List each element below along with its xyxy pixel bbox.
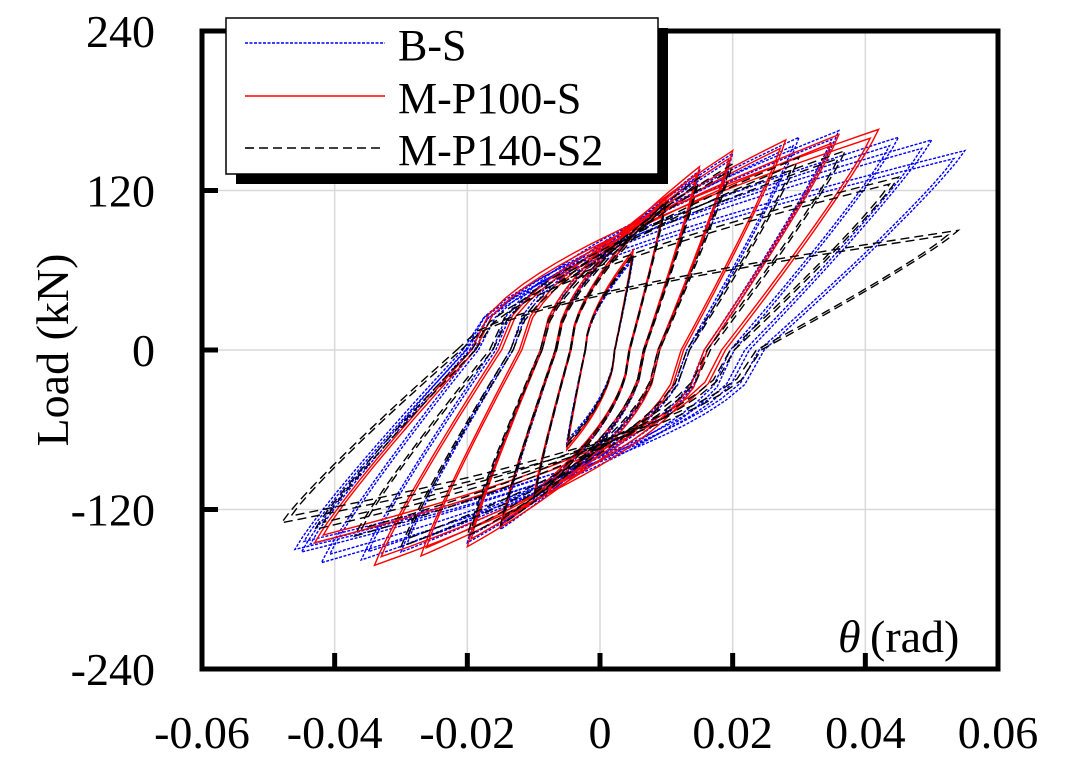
x-axis-label: θ (rad) xyxy=(838,611,959,662)
hysteresis-loop-repeat xyxy=(302,157,956,543)
hysteresis-loop xyxy=(300,138,934,554)
axis-ticks xyxy=(202,188,868,669)
x-tick-label: -0.06 xyxy=(154,707,250,758)
x-axis-unit: (rad) xyxy=(870,611,959,662)
legend-label-b-s: B-S xyxy=(398,21,466,70)
x-axis-symbol: θ xyxy=(838,611,861,662)
hysteresis-loop xyxy=(313,176,901,531)
curves xyxy=(279,128,967,567)
hysteresis-loop-repeat xyxy=(405,144,795,546)
y-tick-label: 0 xyxy=(132,325,155,376)
x-tick-label: -0.04 xyxy=(287,707,383,758)
hysteresis-loop xyxy=(499,175,701,528)
hysteresis-loop xyxy=(565,251,635,448)
legend: B-S M-P100-S M-P140-S2 xyxy=(225,17,668,184)
x-tick-label: 0.04 xyxy=(825,707,906,758)
series-m-p100-s xyxy=(313,128,881,567)
y-tick-label: 240 xyxy=(86,6,155,57)
hysteresis-loop-repeat xyxy=(321,182,892,524)
hysteresis-loop xyxy=(353,149,847,538)
hysteresis-loop xyxy=(466,162,734,538)
x-tick-label: 0.02 xyxy=(692,707,773,758)
y-tick-label: -120 xyxy=(71,485,155,536)
hysteresis-loop-repeat xyxy=(321,136,872,537)
y-tick-labels: -240 -120 0 120 240 xyxy=(71,6,155,695)
hysteresis-loop xyxy=(313,128,881,544)
y-tick-label: 120 xyxy=(86,166,155,217)
y-tick-label: -240 xyxy=(71,644,155,695)
series-m-p140-s2 xyxy=(279,149,961,548)
hysteresis-loop xyxy=(279,229,961,524)
hysteresis-loop-repeat xyxy=(566,255,634,445)
hysteresis-loop-repeat xyxy=(328,144,891,556)
y-axis-label: Load (kN) xyxy=(27,254,78,447)
x-tick-label: -0.02 xyxy=(419,707,515,758)
legend-label-m-p100-s: M-P100-S xyxy=(398,74,581,123)
hysteresis-loop-repeat xyxy=(502,182,698,520)
hysteresis-loop-repeat xyxy=(289,234,950,517)
hysteresis-loop xyxy=(293,149,967,551)
x-tick-label: 0 xyxy=(589,707,612,758)
x-tick-label: 0.06 xyxy=(958,707,1039,758)
hysteresis-loop xyxy=(399,155,801,548)
hysteresis-loop-repeat xyxy=(470,157,730,541)
hysteresis-loop-repeat xyxy=(309,147,924,546)
x-tick-labels: -0.06 -0.04 -0.02 0 0.02 0.04 0.06 xyxy=(154,707,1038,758)
hysteresis-loop xyxy=(466,148,734,549)
legend-label-m-p140-s2: M-P140-S2 xyxy=(398,126,603,175)
hysteresis-loop-repeat xyxy=(379,142,833,558)
hysteresis-loop-repeat xyxy=(360,157,840,530)
hysteresis-loop-repeat xyxy=(405,163,795,541)
